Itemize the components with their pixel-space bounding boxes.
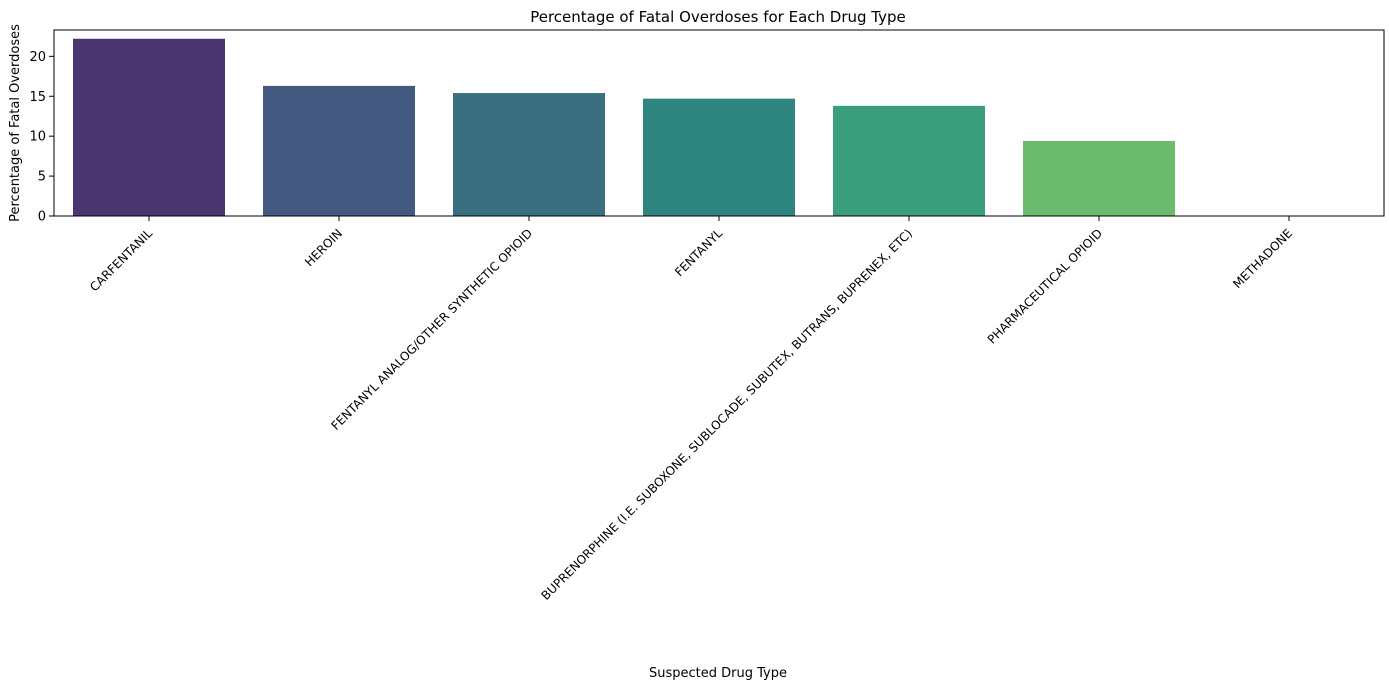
x-tick-label: FENTANYL ANALOG/OTHER SYNTHETIC OPIOID [328,226,535,433]
bar [453,93,605,216]
bar [1023,140,1175,216]
x-tick-label: PHARMACEUTICAL OPIOID [985,226,1105,346]
y-tick-label: 10 [29,130,46,145]
bars-group [73,38,1175,216]
plot-frame [53,29,1385,217]
y-axis: 0 5 10 15 20 [29,50,54,225]
x-axis-label: Suspected Drug Type [649,666,787,681]
x-tick-label: FENTANYL [672,226,725,279]
x-tick-label: CARFENTANIL [87,226,155,294]
bar [73,38,225,216]
y-axis-label: Percentage of Fatal Overdoses [8,24,23,222]
y-tick-label: 20 [29,50,46,65]
chart-title: Percentage of Fatal Overdoses for Each D… [530,8,906,26]
x-tick-label: BUPRENORPHINE (I.E. SUBOXONE, SUBLOCADE,… [539,226,916,603]
bar [833,105,985,216]
x-tick-label: METHADONE [1230,226,1295,291]
y-tick-label: 15 [29,90,46,105]
bar [263,85,415,216]
bar [643,98,795,216]
y-tick-label: 0 [38,210,46,225]
y-tick-label: 5 [38,170,46,185]
x-tick-label: HEROIN [302,226,345,269]
